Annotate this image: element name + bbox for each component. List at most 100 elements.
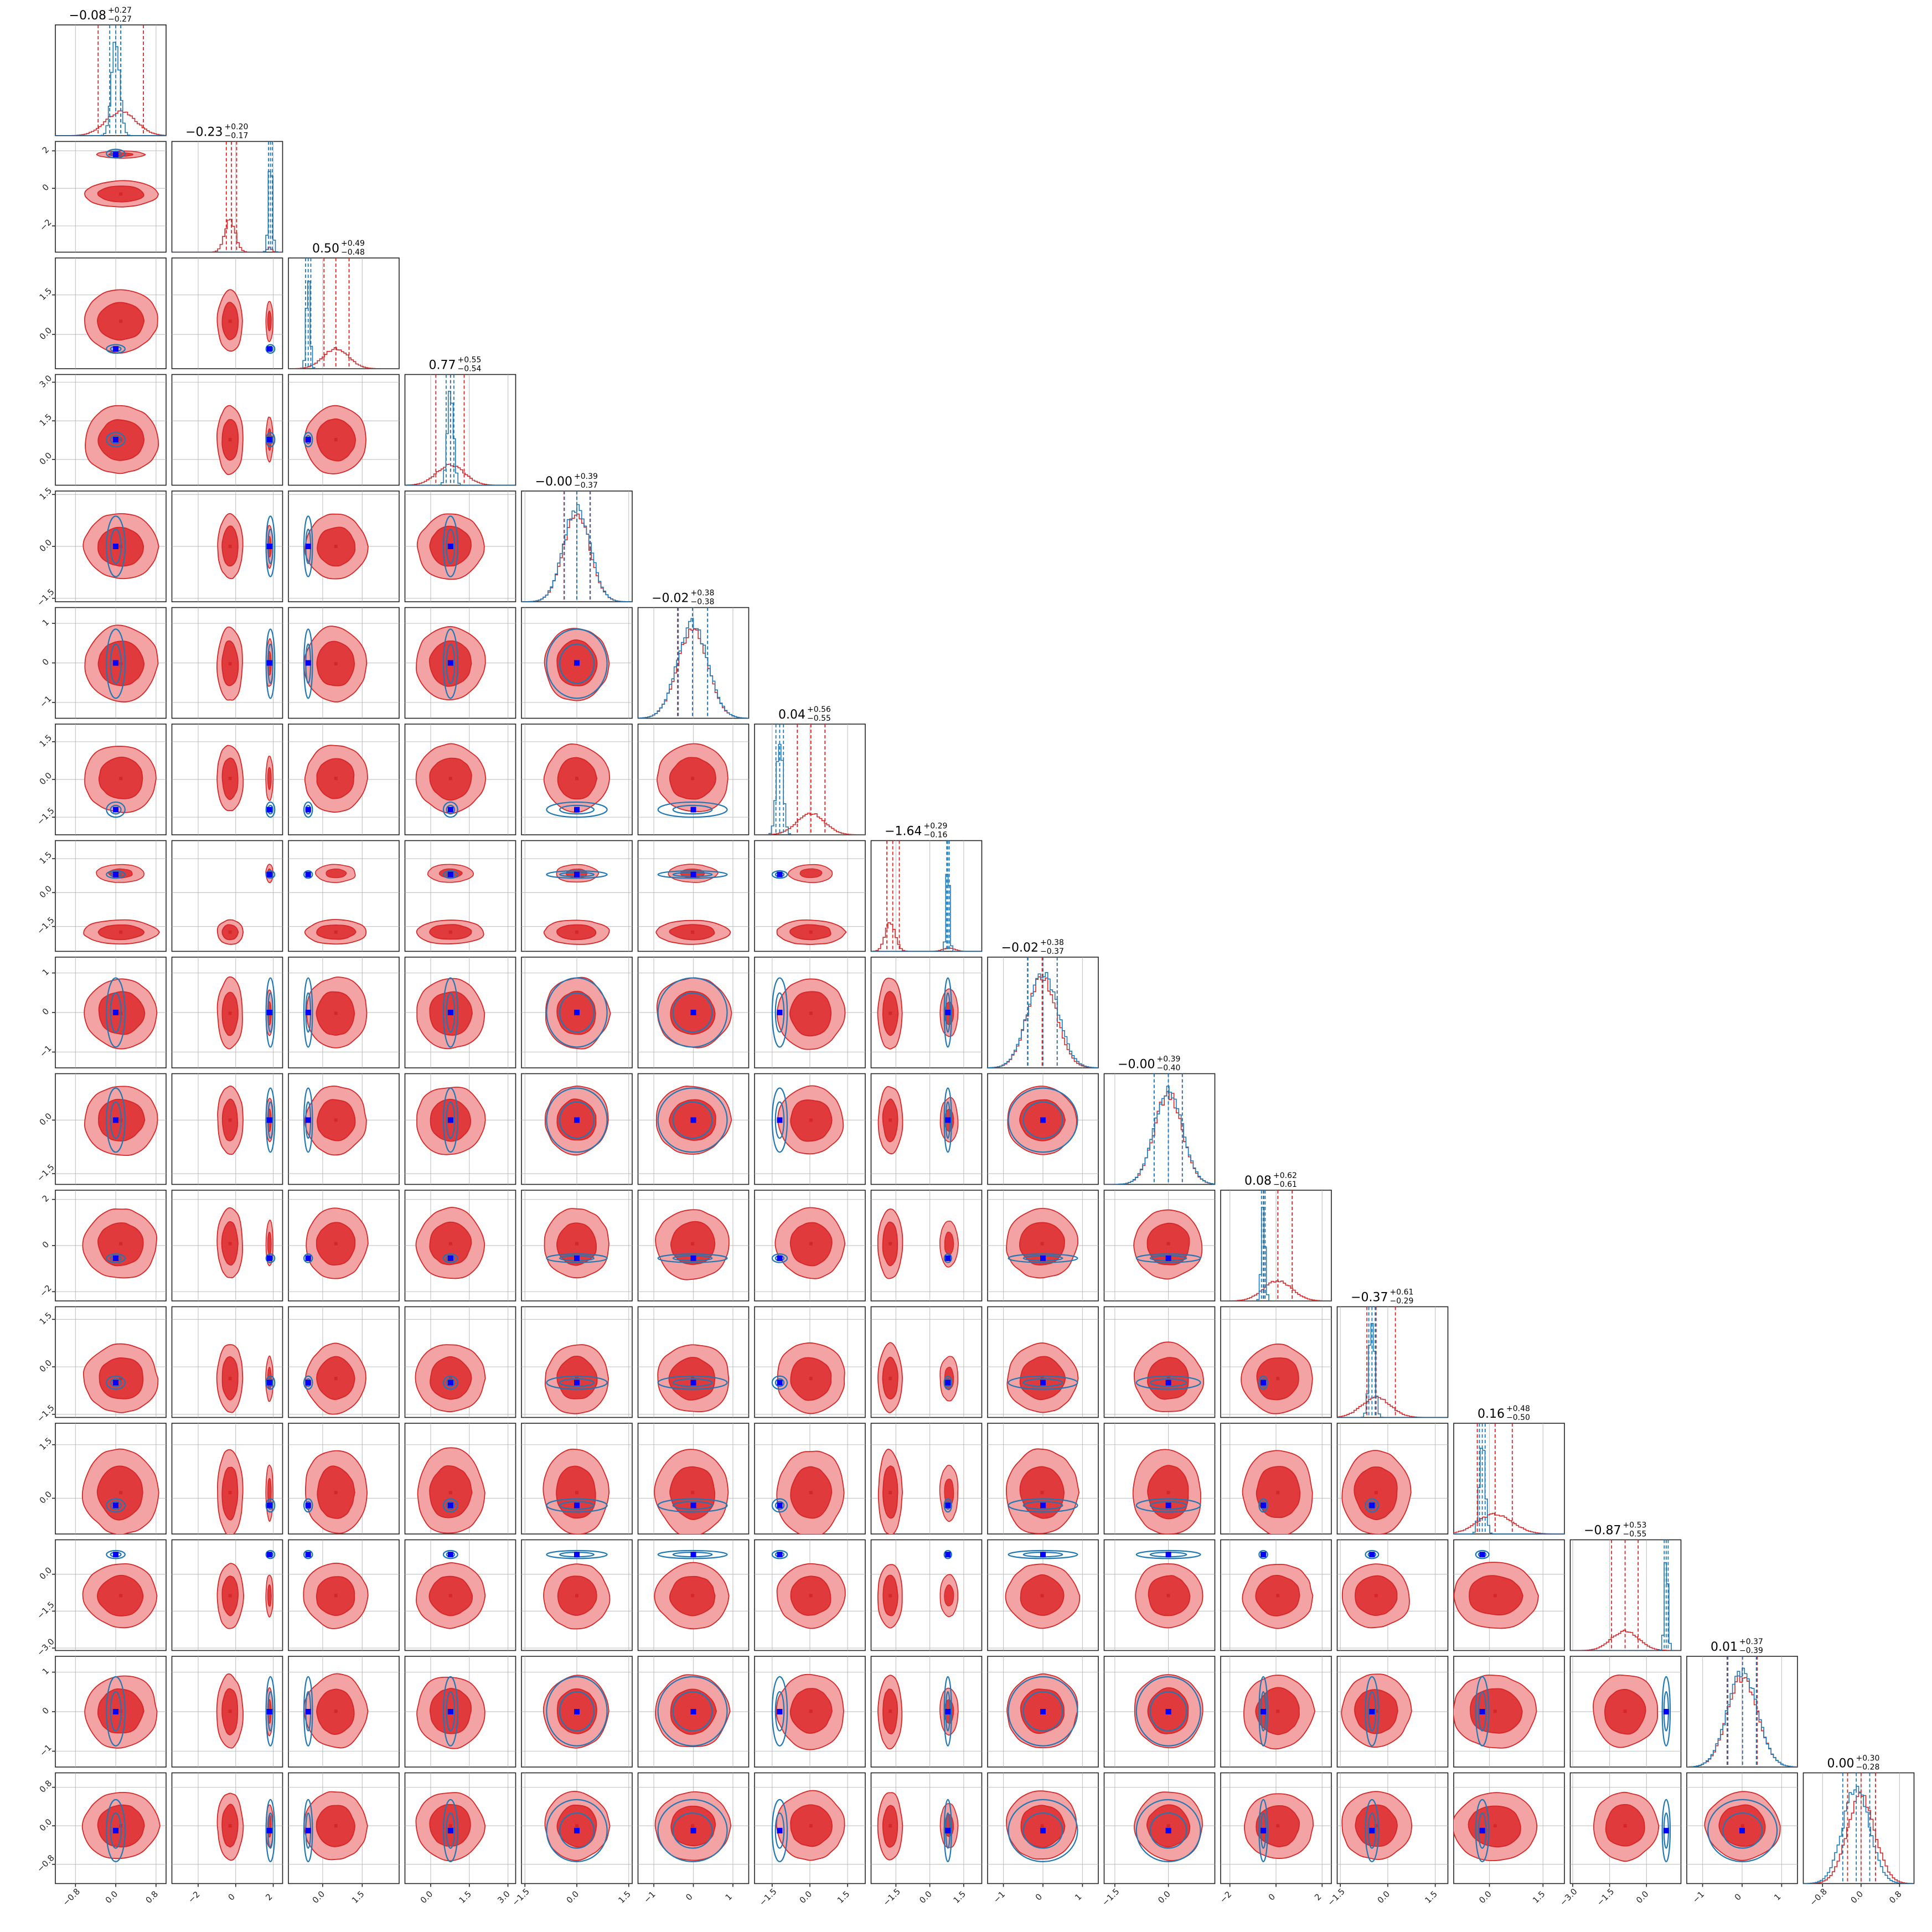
param-title-plus-13: +0.48 (1506, 1404, 1530, 1413)
y-tick-label: −1.5 (35, 1600, 56, 1621)
contour-b-outer (1475, 1549, 1490, 1559)
mean-marker-a (1374, 1594, 1378, 1598)
histogram-series-a (55, 110, 166, 136)
truth-marker (447, 1010, 453, 1015)
truth-marker (1369, 1552, 1375, 1558)
contour-b-inner (1149, 1378, 1187, 1387)
contour-b-outer (303, 432, 313, 448)
contour-b-outer (1135, 1676, 1201, 1747)
param-title-7: 0.04 (778, 708, 805, 722)
x-tick-label: 1.5 (457, 1889, 473, 1905)
contour-panel-13-1 (52, 1423, 167, 1535)
truth-marker (113, 1255, 119, 1261)
param-title-minus-6: −0.38 (691, 598, 715, 607)
panel-content (172, 1773, 283, 1884)
y-tick-label: 1.5 (38, 1435, 54, 1452)
mean-marker-a (119, 1242, 123, 1246)
contour-panel-10-3 (288, 1073, 400, 1185)
panel-content (1104, 1773, 1215, 1884)
truth-marker (266, 437, 272, 443)
truth-marker (574, 807, 580, 813)
truth-marker (266, 346, 272, 352)
contour-b-outer (303, 1799, 313, 1862)
x-tick-label: 0.0 (798, 1889, 814, 1905)
param-title-plus-6: +0.38 (691, 589, 715, 598)
truth-marker (574, 1502, 580, 1509)
mean-marker-a (1493, 1824, 1497, 1828)
contour-panel-16-2 (171, 1772, 283, 1887)
truth-marker (690, 1827, 696, 1833)
contour-panel-13-5 (521, 1423, 633, 1535)
mean-marker-a (448, 1491, 452, 1495)
truth-marker (1040, 1117, 1046, 1123)
truth-marker (574, 871, 580, 877)
histogram-series-b (1221, 1207, 1331, 1301)
panel-content (755, 1773, 865, 1884)
contour-b-outer (1258, 1375, 1268, 1390)
contour-panel-16-13 (1453, 1772, 1565, 1887)
param-title-minus-16: −0.28 (1856, 1763, 1880, 1772)
contour-panel-8-4 (404, 840, 516, 952)
histogram-panel-9 (987, 957, 1099, 1068)
truth-marker (1165, 1380, 1171, 1386)
contour-b-outer (106, 1498, 126, 1513)
contour-b-inner (110, 1501, 122, 1510)
panel-content (288, 491, 399, 602)
panel-content (871, 1656, 982, 1767)
contour-panel-5-1 (52, 490, 167, 602)
panel-content (172, 724, 283, 835)
contour-panel-13-12 (1336, 1423, 1449, 1535)
truth-marker (1663, 1827, 1669, 1833)
truth-marker (1479, 1827, 1485, 1833)
truth-marker (574, 1117, 580, 1123)
y-tick-label: 2 (40, 144, 51, 155)
contour-b-outer (1008, 1087, 1078, 1153)
contour-b-outer (771, 1087, 788, 1153)
param-title-minus-1: −0.27 (108, 15, 132, 24)
contour-b-outer (442, 1498, 458, 1513)
contour-b-inner (774, 1101, 785, 1139)
contour-a-secondary-core (944, 1231, 954, 1256)
x-tick-label: 3.0 (495, 1889, 512, 1905)
truth-marker (945, 1010, 951, 1015)
mean-marker-a (119, 192, 123, 196)
mean-marker-a (691, 777, 695, 781)
x-tick-label: −0.8 (61, 1887, 82, 1908)
contour-panel-15-13 (1453, 1656, 1565, 1768)
panel-content (55, 1656, 166, 1767)
truth-marker (690, 1709, 696, 1714)
x-tick-label: 1.5 (616, 1889, 633, 1905)
param-title-plus-9: +0.38 (1040, 938, 1064, 947)
contour-panel-11-6 (637, 1190, 750, 1301)
contour-panel-7-6 (637, 724, 750, 835)
mean-marker-a (334, 1491, 338, 1495)
contour-panel-13-6 (637, 1423, 750, 1535)
contour-panel-9-5 (521, 957, 633, 1068)
x-tick-label: 2 (264, 1892, 274, 1902)
truth-marker (305, 1502, 311, 1509)
contour-panel-8-1 (52, 840, 167, 952)
contour-b-outer (546, 1676, 608, 1747)
contour-b-outer (657, 1253, 728, 1263)
panel-content (1221, 1423, 1331, 1534)
panel-content (288, 607, 399, 719)
histogram-series-b (1570, 1562, 1681, 1651)
contour-panel-7-4 (404, 724, 516, 835)
param-title-minus-14: −0.55 (1623, 1530, 1647, 1539)
contour-b-outer (1135, 1498, 1201, 1513)
contour-panel-14-1 (52, 1539, 167, 1651)
x-tick-label: −1.5 (757, 1887, 778, 1908)
y-tick-label: 1.5 (38, 412, 54, 428)
x-tick-label: 1.5 (835, 1889, 852, 1905)
contour-panel-9-2 (171, 957, 283, 1068)
contour-b-outer (442, 1799, 458, 1862)
mean-marker-a (1276, 1377, 1280, 1381)
panel-content (988, 957, 1098, 1068)
contour-panel-10-4 (404, 1073, 516, 1185)
contour-b-inner (1149, 1691, 1187, 1732)
param-title-16: 0.00 (1827, 1757, 1854, 1771)
contour-b-inner (672, 1501, 713, 1510)
histogram-panel-10 (1103, 1073, 1216, 1185)
y-tick-label: 0.0 (38, 884, 54, 900)
y-tick-label: −1.5 (35, 915, 56, 936)
